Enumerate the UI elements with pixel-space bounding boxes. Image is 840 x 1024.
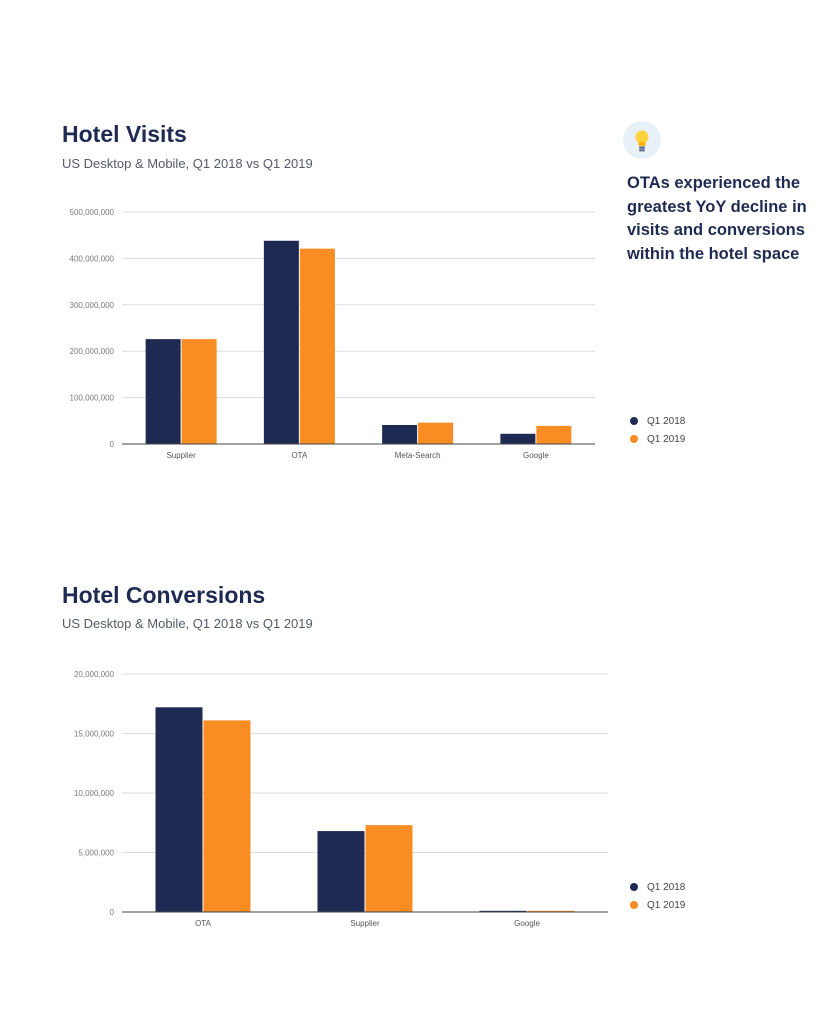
y-tick-label: 400,000,000 [70, 254, 115, 263]
bar-meta-search-q1-2018 [382, 424, 418, 444]
insight-text: OTAs experienced the greatest YoY declin… [627, 174, 807, 263]
lightbulb-icon [623, 121, 661, 159]
bar-supplier-q1-2018 [145, 339, 181, 444]
legend-swatch-q1-2018 [630, 883, 638, 891]
y-tick-label: 0 [110, 908, 115, 917]
bar-ota-q1-2018 [263, 240, 299, 444]
y-tick-label: 20,000,000 [74, 670, 115, 679]
bar-google-q1-2019 [527, 910, 575, 912]
legend-swatch-q1-2018 [630, 417, 638, 425]
bar-google-q1-2019 [536, 425, 572, 444]
legend-label-q1-2018: Q1 2018 [647, 881, 686, 893]
x-category-label: Meta-Search [395, 451, 441, 460]
legend-item-q1-2019: Q1 2019 [630, 430, 685, 448]
visits-chart-title: Hotel Visits [62, 121, 187, 147]
bar-supplier-q1-2019 [181, 339, 217, 444]
legend-item-q1-2018: Q1 2018 [630, 412, 685, 430]
x-category-label: Supplier [166, 451, 196, 460]
y-tick-label: 500,000,000 [70, 208, 115, 217]
y-tick-label: 300,000,000 [70, 301, 115, 310]
y-tick-label: 15,000,000 [74, 730, 115, 739]
legend-swatch-q1-2019 [630, 435, 638, 443]
legend-label-q1-2019: Q1 2019 [647, 899, 686, 911]
legend-item-q1-2019: Q1 2019 [630, 896, 685, 914]
legend-item-q1-2018: Q1 2018 [630, 878, 685, 896]
x-category-label: Supplier [350, 919, 380, 928]
x-category-label: Google [514, 919, 540, 928]
x-category-label: Google [523, 451, 549, 460]
y-tick-label: 100,000,000 [70, 394, 115, 403]
bar-ota-q1-2019 [299, 248, 335, 444]
y-tick-label: 0 [110, 440, 115, 449]
legend-label-q1-2019: Q1 2019 [647, 433, 686, 445]
conversions-legend: Q1 2018 Q1 2019 [630, 878, 685, 914]
x-category-label: OTA [195, 919, 212, 928]
bar-supplier-q1-2019 [365, 825, 413, 912]
conversions-chart-subtitle: US Desktop & Mobile, Q1 2018 vs Q1 2019 [62, 616, 313, 631]
y-tick-label: 200,000,000 [70, 347, 115, 356]
bar-google-q1-2018 [479, 910, 527, 912]
bar-supplier-q1-2018 [317, 831, 365, 912]
bar-ota-q1-2019 [203, 720, 251, 912]
conversions-bar-chart: 0 5,000,000 10,000,000 15,000,000 20,000,000… [74, 670, 608, 928]
bar-google-q1-2018 [500, 433, 536, 444]
y-tick-label: 10,000,000 [74, 789, 115, 798]
visits-legend: Q1 2018 Q1 2019 [630, 412, 685, 448]
bar-ota-q1-2018 [155, 707, 203, 912]
bar-meta-search-q1-2019 [418, 422, 454, 444]
legend-swatch-q1-2019 [630, 901, 638, 909]
conversions-chart-title: Hotel Conversions [62, 582, 266, 608]
visits-bar-chart: 0 100,000,000 200,000,000 300,000,000 400,00… [70, 208, 595, 460]
legend-label-q1-2018: Q1 2018 [647, 415, 686, 427]
visits-chart-subtitle: US Desktop & Mobile, Q1 2018 vs Q1 2019 [62, 156, 313, 171]
y-tick-label: 5,000,000 [78, 849, 114, 858]
x-category-label: OTA [291, 451, 308, 460]
